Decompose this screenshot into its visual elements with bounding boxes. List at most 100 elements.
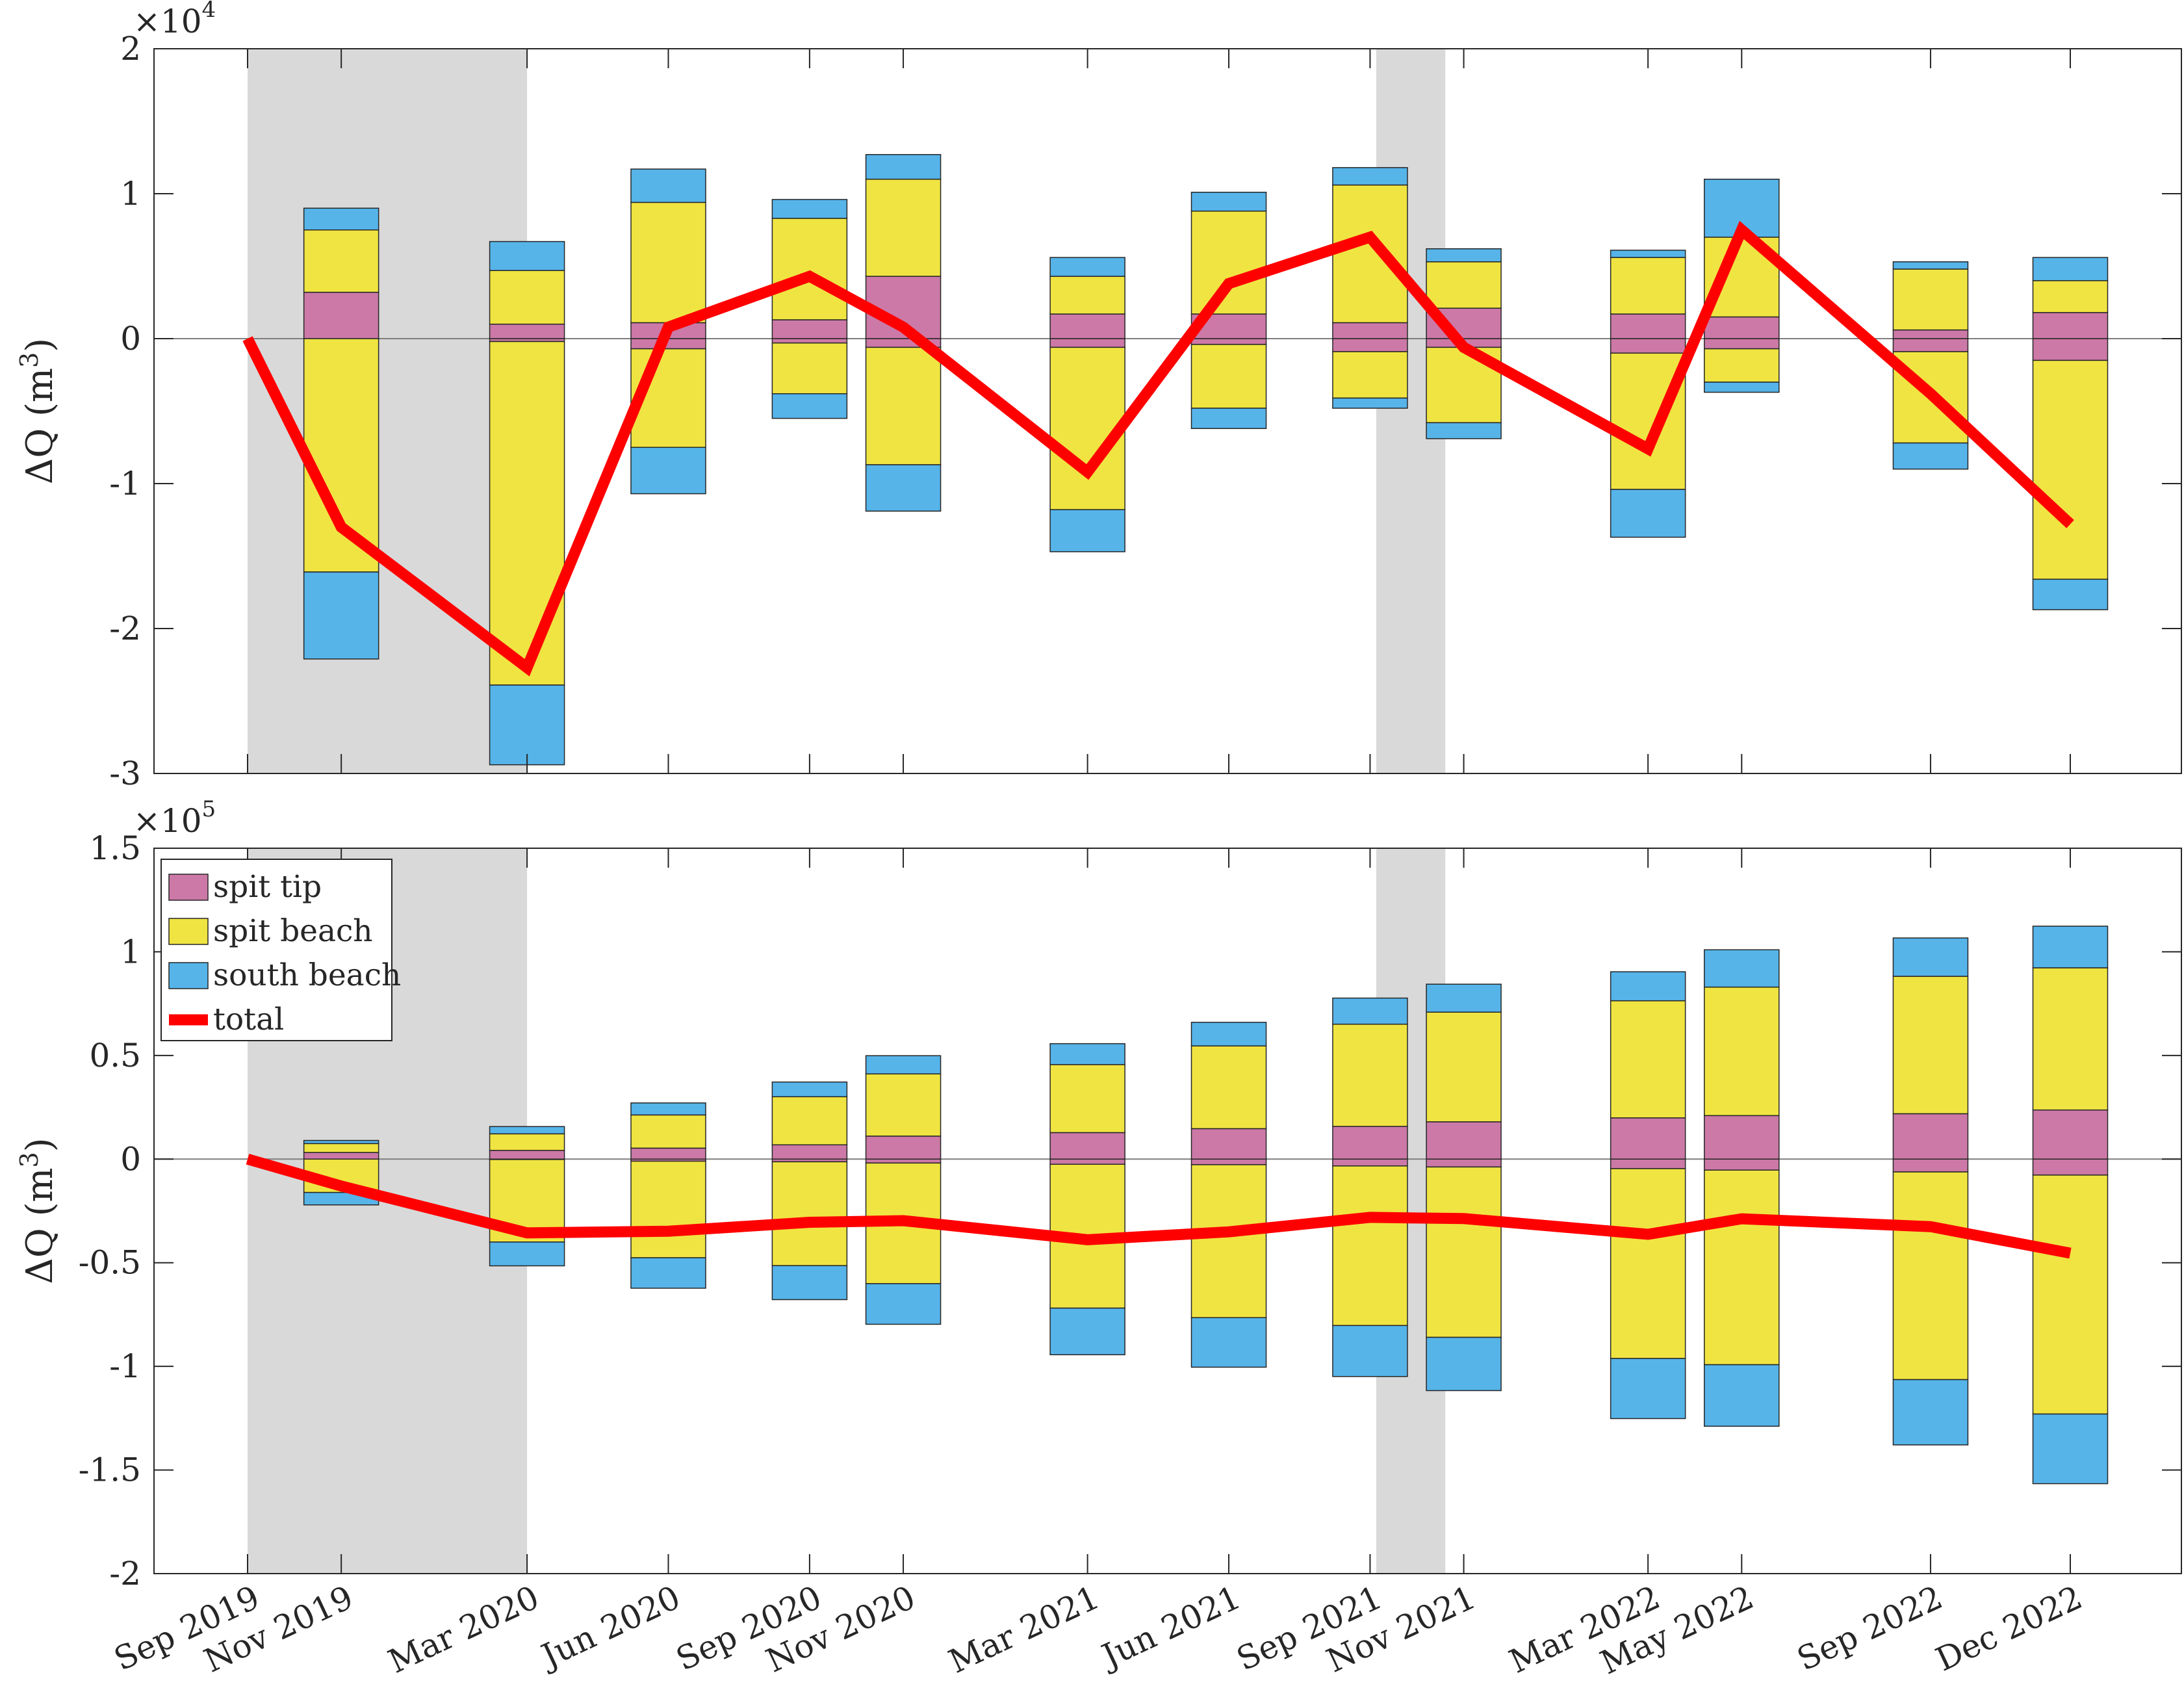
y-tick-label: 2	[120, 30, 141, 68]
bar-segment	[865, 154, 942, 180]
legend-label: spit tip	[213, 869, 322, 905]
y-tick-label: 0.5	[89, 1037, 141, 1074]
y-tick-label: -1	[109, 465, 141, 502]
total-line	[242, 220, 2074, 677]
bar-segment	[1610, 257, 1686, 315]
bar-segment	[1610, 1358, 1686, 1420]
y-tick-label: 1	[120, 175, 141, 213]
bar-segment	[1704, 338, 1780, 350]
legend-label: south beach	[213, 957, 401, 993]
bar-segment	[865, 346, 942, 465]
bar-segment	[1704, 316, 1780, 339]
bar-segment	[1332, 1023, 1408, 1127]
bar-segment	[489, 323, 565, 339]
bar-segment	[2032, 1158, 2109, 1176]
bar-segment	[865, 1283, 942, 1325]
bar-segment	[865, 464, 942, 512]
y-tick-label: -3	[109, 755, 141, 792]
y-tick-label: 1	[120, 933, 141, 970]
bar-segment	[630, 447, 706, 495]
bar-segment	[489, 684, 565, 766]
bar-segment	[771, 319, 848, 339]
bar-segment	[865, 1073, 942, 1137]
top-panel: -3 -2 -1 0 1 2×104 ΔQ (m3)	[15, 0, 2182, 792]
bar-segment	[1426, 422, 1502, 439]
x-tick-label: Mar 2021	[943, 1578, 1105, 1680]
x-tick-label: Jun 2021	[1094, 1578, 1246, 1676]
legend: spit tip spit beach south beach total	[161, 859, 401, 1041]
bar-segment	[1332, 1165, 1408, 1327]
legend-label: total	[213, 1002, 284, 1037]
bar-segment	[2032, 312, 2109, 339]
bar-segment	[1704, 1364, 1780, 1427]
y-tick-label: -1	[109, 1347, 141, 1385]
bar-segment	[1426, 1166, 1502, 1338]
bar-segment	[865, 1055, 942, 1074]
y-tick-label: -2	[109, 1555, 141, 1592]
bar-segment	[1892, 1158, 1969, 1173]
y-tick-label: -1.5	[79, 1451, 141, 1489]
bar-segment	[1426, 248, 1502, 263]
legend-label: spit beach	[213, 913, 373, 949]
bar-segment	[1332, 1325, 1408, 1377]
bar-segment	[771, 342, 848, 395]
y-tick-label: -0.5	[79, 1244, 141, 1282]
bar-segment	[1426, 1158, 1502, 1168]
bar-segment	[303, 338, 379, 573]
bar-segment	[489, 1150, 565, 1160]
bar-segment	[1426, 261, 1502, 309]
bar-segment	[1190, 211, 1267, 315]
bar-segment	[1610, 352, 1686, 490]
bar-segment	[1049, 509, 1125, 552]
bar-segment	[303, 207, 379, 231]
y-exponent-label: ×105	[133, 796, 216, 840]
bar-segment	[2032, 280, 2109, 313]
bar-segment	[630, 1102, 706, 1116]
bar-segment	[1426, 1121, 1502, 1160]
bar-segment	[1704, 1158, 1780, 1171]
bar-segment	[1332, 1126, 1408, 1160]
bar-segment	[489, 270, 565, 325]
bar-segment	[771, 1081, 848, 1098]
bar-segment	[2032, 257, 2109, 281]
bar-segment	[303, 291, 379, 339]
bar-segment	[1610, 1117, 1686, 1160]
bar-segment	[2032, 359, 2109, 580]
bottom-panel: -2 -1.5 -1 -0.5 0 0.5 1 1.5×105 ΔQ (m3)	[15, 796, 2182, 1592]
legend-swatch	[168, 962, 209, 989]
bar-segment	[1892, 268, 1969, 331]
bar-segment	[1332, 338, 1408, 352]
bar-segment	[1190, 192, 1267, 212]
bar-segment	[1610, 313, 1686, 339]
bar-segment	[1610, 1000, 1686, 1119]
bar-segment	[1704, 382, 1780, 393]
bar-segment	[1704, 348, 1780, 383]
bar-segment	[2032, 1413, 2109, 1485]
bar-segment	[771, 218, 848, 320]
bar-segment	[771, 1144, 848, 1160]
bar-segment	[1892, 1171, 1969, 1381]
bar-segment	[865, 178, 942, 277]
bar-segment	[2032, 1109, 2109, 1160]
bar-segment	[1704, 949, 1780, 988]
y-axis-label: ΔQ (m3)	[15, 338, 61, 484]
bar-segment	[1332, 1158, 1408, 1167]
bar-segment	[1892, 1113, 1969, 1160]
bar-segment	[771, 1161, 848, 1266]
bar-segment	[1332, 184, 1408, 324]
bar-segment	[2032, 578, 2109, 610]
bar-segment	[2032, 967, 2109, 1111]
axes-frame	[153, 48, 2182, 774]
bar-segment	[771, 1265, 848, 1301]
bar-segment	[1190, 1022, 1267, 1046]
bar-segment	[489, 240, 565, 271]
bar-segment	[1704, 1169, 1780, 1366]
bar-segment	[1610, 250, 1686, 258]
y-exponent-label: ×104	[133, 0, 216, 40]
y-axis-label: ΔQ (m3)	[15, 1137, 61, 1284]
bar-segment	[1610, 1168, 1686, 1359]
bar-segment	[771, 199, 848, 219]
bar-segment	[1704, 986, 1780, 1117]
bar-segment	[1049, 338, 1125, 348]
